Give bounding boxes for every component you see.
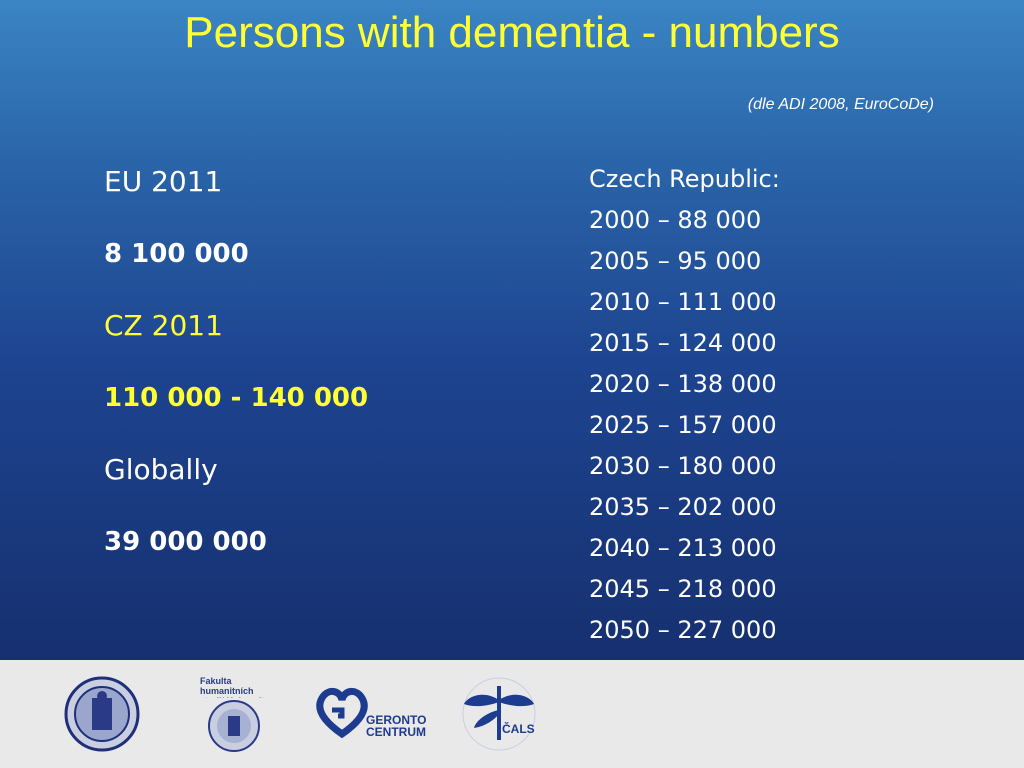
faculty-logo: Fakulta humanitních studií Univerzita Ka… <box>200 676 280 759</box>
global-value: 39 000 000 <box>104 527 267 557</box>
projection-row: 2015 – 124 000 <box>589 329 777 357</box>
projection-row: 2010 – 111 000 <box>589 288 777 316</box>
projection-row: 2030 – 180 000 <box>589 452 777 480</box>
cals-logo: ČALS <box>454 674 544 759</box>
eu-value: 8 100 000 <box>104 239 249 269</box>
geronto-centrum-text: GERONTO CENTRUM <box>366 713 427 739</box>
university-seal-logo <box>64 676 140 752</box>
faculty-logo-text: Fakulta humanitních studií Univerzita Ka… <box>200 676 270 698</box>
czech-heading: Czech Republic: <box>589 165 780 193</box>
projection-row: 2035 – 202 000 <box>589 493 777 521</box>
projection-row: 2005 – 95 000 <box>589 247 762 275</box>
source-note: (dle ADI 2008, EuroCoDe) <box>747 96 934 113</box>
summary-column: EU 2011 8 100 000 CZ 2011 110 000 - 140 … <box>104 160 368 592</box>
dragonfly-icon <box>462 677 536 751</box>
heart-g-icon <box>316 688 368 739</box>
cals-text: ČALS <box>502 722 535 736</box>
projection-row: 2050 – 227 000 <box>589 616 777 644</box>
cz-value: 110 000 - 140 000 <box>104 383 369 413</box>
geronto-centrum-logo: GERONTO CENTRUM <box>314 684 426 745</box>
projection-row: 2045 – 218 000 <box>589 575 777 603</box>
slide-title: Persons with dementia - numbers <box>184 8 840 57</box>
czech-projection-column: Czech Republic: 2000 – 88 000 2005 – 95 … <box>589 160 780 652</box>
cz-label: CZ 2011 <box>104 309 223 342</box>
global-label: Globally <box>104 453 218 486</box>
eu-label: EU 2011 <box>104 165 223 198</box>
projection-row: 2020 – 138 000 <box>589 370 777 398</box>
slide-body: Persons with dementia - numbers (dle ADI… <box>0 0 1024 660</box>
projection-row: 2025 – 157 000 <box>589 411 777 439</box>
projection-row: 2040 – 213 000 <box>589 534 777 562</box>
projection-row: 2000 – 88 000 <box>589 206 762 234</box>
logo-footer: Fakulta humanitních studií Univerzita Ka… <box>0 660 1024 768</box>
faculty-seal-icon <box>208 700 260 752</box>
